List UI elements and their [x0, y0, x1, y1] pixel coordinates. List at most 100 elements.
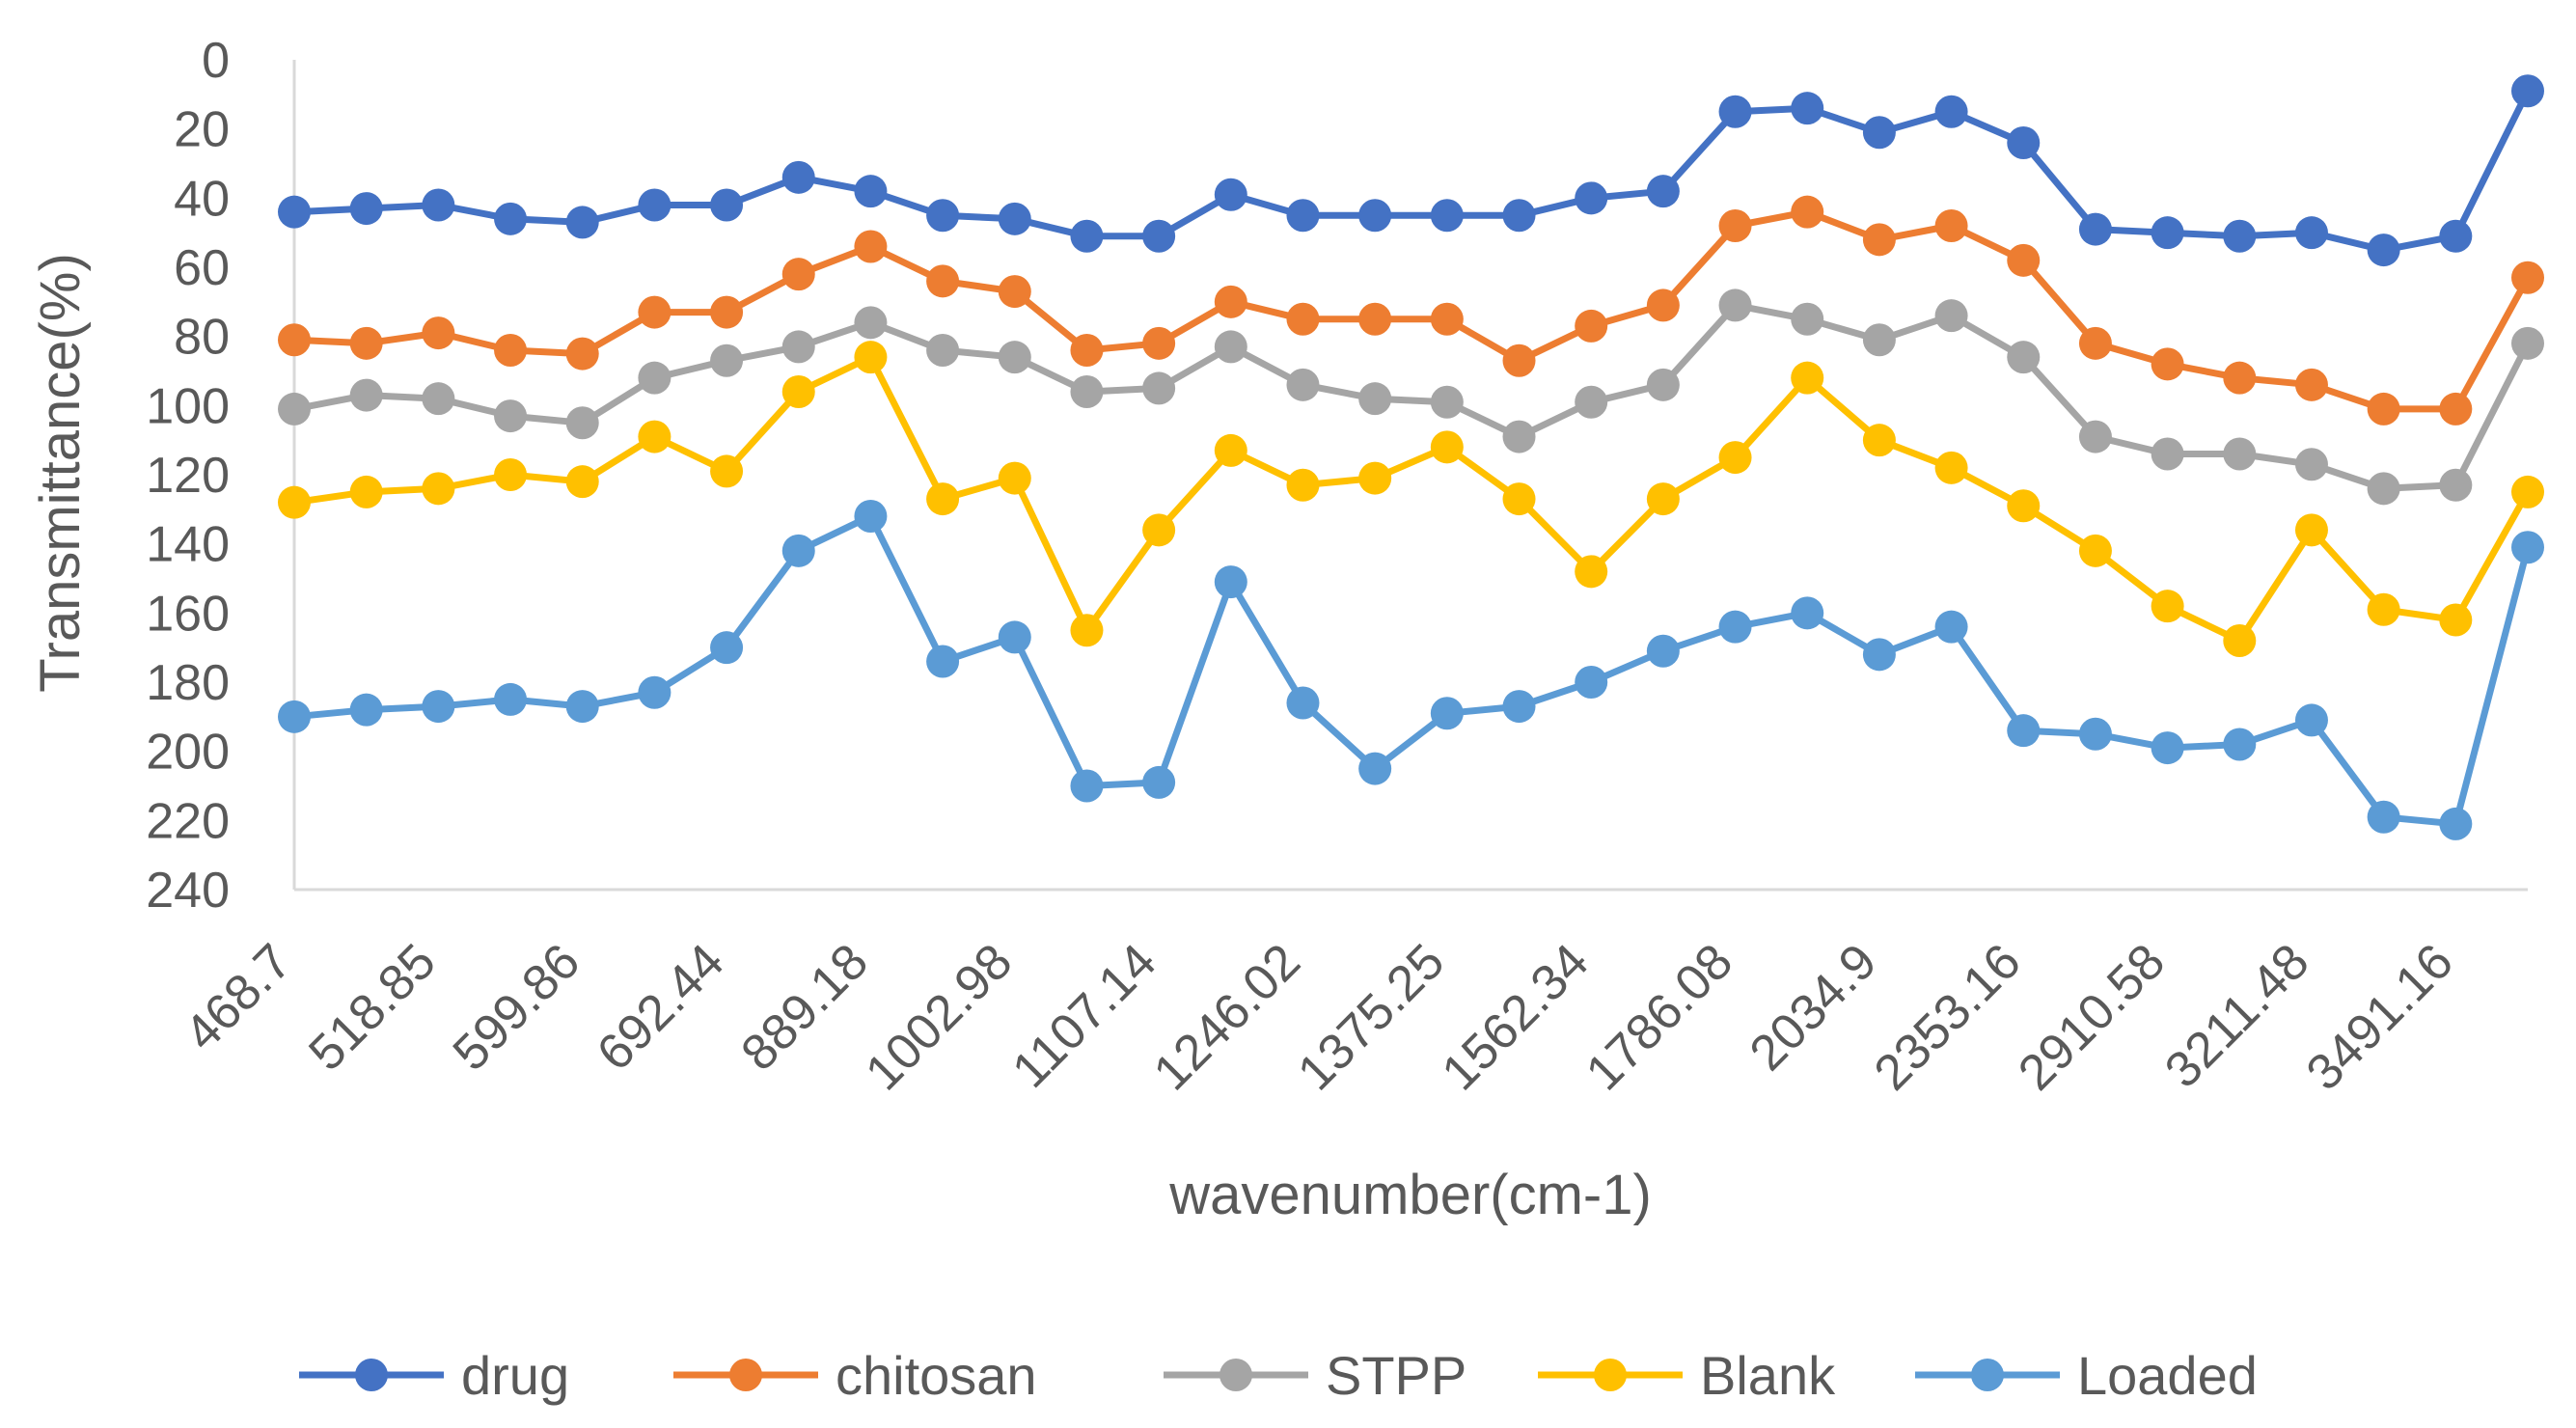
data-point: [2294, 368, 2328, 401]
data-point: [2511, 261, 2544, 294]
data-point: [2439, 219, 2473, 253]
data-point: [638, 188, 671, 222]
data-point: [1430, 302, 1464, 336]
data-point: [1862, 638, 1896, 672]
y-tick-label: 40: [174, 171, 230, 227]
data-point: [494, 682, 528, 716]
data-point: [998, 341, 1031, 374]
y-tick-label: 0: [202, 33, 230, 89]
data-point: [1142, 219, 1176, 253]
data-point: [1934, 299, 1968, 333]
data-point: [1214, 285, 1247, 318]
data-point: [1070, 375, 1104, 408]
data-point: [1718, 610, 1752, 644]
y-tick-label: 20: [174, 102, 230, 158]
data-point: [1430, 430, 1464, 464]
x-axis-title: wavenumber(cm-1): [1168, 1164, 1652, 1226]
data-point: [1502, 420, 1536, 453]
data-point: [1575, 666, 1608, 699]
data-point: [565, 337, 599, 371]
data-point: [1358, 752, 1392, 785]
data-point: [2367, 800, 2400, 834]
data-point: [926, 482, 960, 516]
data-point: [2439, 392, 2473, 426]
data-point: [2223, 219, 2257, 253]
data-point: [2223, 728, 2257, 761]
data-point: [1142, 371, 1176, 405]
data-point: [2511, 74, 2544, 108]
legend-label: chitosan: [836, 1345, 1037, 1406]
data-point: [2223, 361, 2257, 395]
legend-label: Loaded: [2077, 1345, 2258, 1406]
legend: drug chitosan STPP Blank Loaded: [299, 1345, 2258, 1406]
data-point: [1286, 468, 1320, 502]
data-point: [781, 375, 815, 408]
data-point: [998, 202, 1031, 235]
data-point: [1214, 433, 1247, 467]
data-point: [638, 675, 671, 709]
data-point: [1934, 209, 1968, 242]
legend-item-drug: drug: [299, 1345, 569, 1406]
legend-label: STPP: [1326, 1345, 1466, 1406]
data-point: [494, 399, 528, 433]
data-point: [278, 700, 311, 733]
data-point: [781, 258, 815, 291]
series-layer: [278, 74, 2544, 840]
data-point: [2439, 807, 2473, 840]
data-point: [565, 465, 599, 499]
legend-swatch-marker: [1219, 1359, 1252, 1391]
data-point: [1502, 482, 1536, 516]
data-point: [710, 631, 744, 665]
data-point: [2294, 513, 2328, 547]
data-point: [2511, 326, 2544, 360]
legend-swatch-marker: [1971, 1359, 2004, 1391]
data-point: [1718, 441, 1752, 475]
data-point: [1358, 199, 1392, 233]
data-point: [2078, 420, 2112, 453]
y-tick-label: 180: [146, 655, 230, 711]
data-point: [349, 693, 383, 727]
data-point: [1502, 690, 1536, 724]
data-point: [2367, 472, 2400, 506]
series-loaded: [278, 500, 2544, 840]
data-point: [926, 264, 960, 298]
data-point: [1502, 343, 1536, 377]
y-tick-label: 100: [146, 378, 230, 434]
data-point: [2007, 243, 2041, 277]
data-point: [998, 461, 1031, 495]
y-tick-label: 120: [146, 448, 230, 504]
data-point: [1718, 288, 1752, 322]
data-point: [1646, 634, 1680, 668]
data-point: [1791, 361, 1824, 395]
legend-item-loaded: Loaded: [1915, 1345, 2258, 1406]
y-tick-label: 240: [146, 863, 230, 919]
legend-item-blank: Blank: [1538, 1345, 1836, 1406]
legend-label: drug: [461, 1345, 569, 1406]
y-tick-label: 60: [174, 240, 230, 296]
data-point: [2439, 468, 2473, 502]
data-point: [278, 392, 311, 426]
data-point: [278, 323, 311, 357]
data-point: [278, 485, 311, 519]
legend-swatch-marker: [355, 1359, 388, 1391]
data-point: [926, 645, 960, 678]
data-point: [422, 472, 455, 506]
legend-swatch-marker: [1594, 1359, 1627, 1391]
data-point: [278, 195, 311, 229]
data-point: [1070, 334, 1104, 367]
legend-item-stpp: STPP: [1164, 1345, 1466, 1406]
data-point: [2223, 437, 2257, 471]
data-point: [2007, 126, 2041, 159]
data-point: [1430, 697, 1464, 730]
data-point: [1575, 181, 1608, 215]
data-point: [1214, 565, 1247, 599]
data-point: [1070, 219, 1104, 253]
data-point: [2007, 714, 2041, 748]
data-point: [710, 295, 744, 329]
data-point: [565, 206, 599, 239]
data-point: [710, 188, 744, 222]
data-point: [2367, 592, 2400, 626]
series-blank: [278, 341, 2544, 657]
data-point: [349, 475, 383, 508]
data-point: [2511, 475, 2544, 508]
